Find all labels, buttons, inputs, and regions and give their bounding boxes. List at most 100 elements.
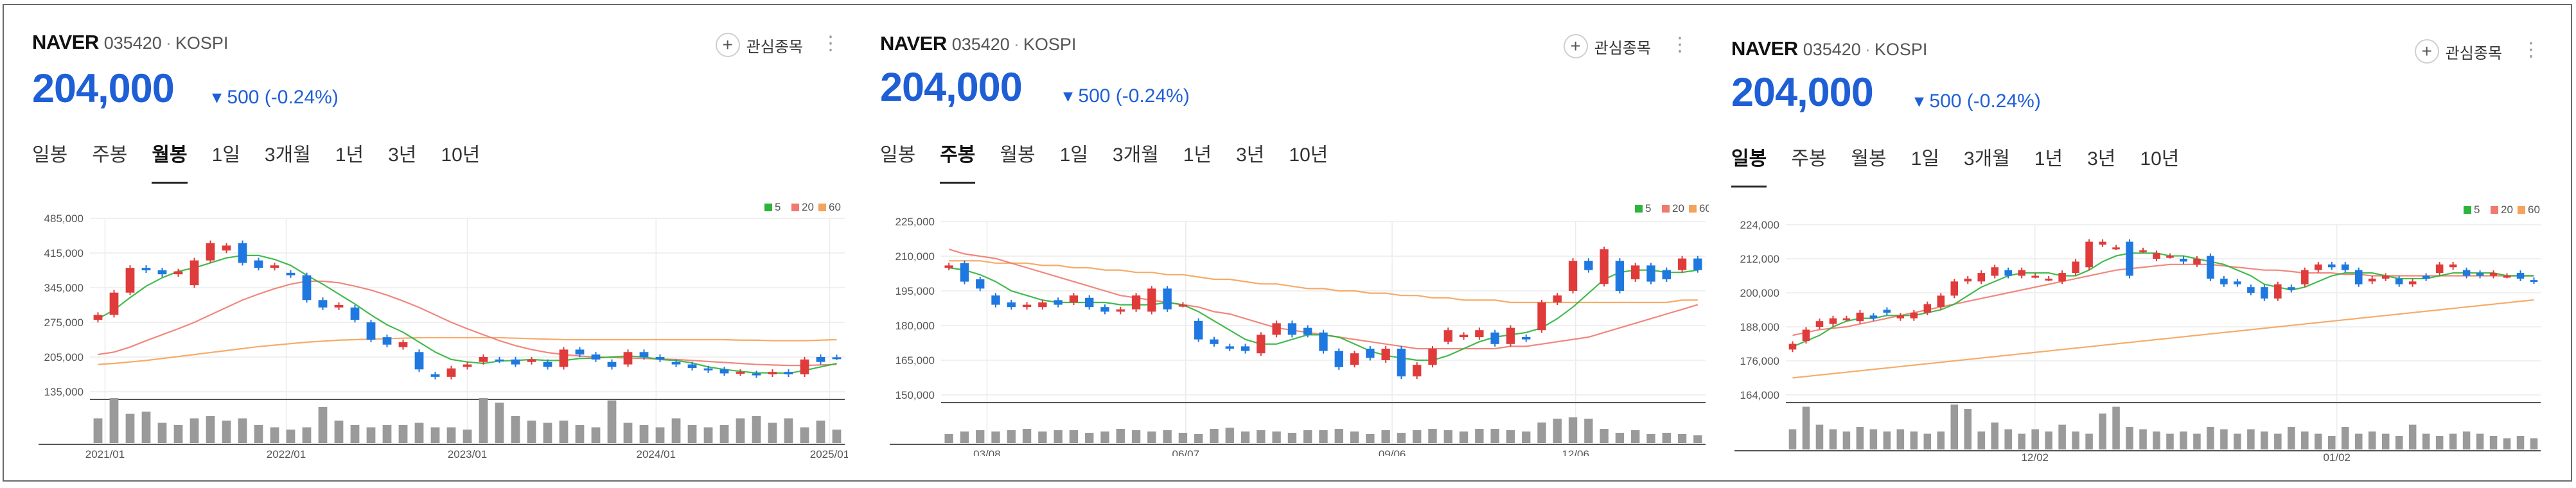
tab-daily[interactable]: 일봉 xyxy=(1731,143,1767,187)
candle-body xyxy=(527,359,536,362)
candle-body xyxy=(2207,256,2214,279)
tab-monthly[interactable]: 월봉 xyxy=(1851,148,1887,170)
watchlist-button[interactable]: + 관심종목 xyxy=(2414,37,2502,65)
candle-body xyxy=(1413,365,1422,377)
candle-body xyxy=(784,372,793,374)
volume-bar xyxy=(1802,406,1810,449)
tab-3-years[interactable]: 3년 xyxy=(1236,144,1265,166)
candle-body xyxy=(2368,278,2376,282)
legend-swatch xyxy=(2518,206,2525,214)
candle-body xyxy=(1257,335,1266,354)
candle-body xyxy=(2395,278,2403,284)
price-change: ▾ 500 (-0.24%) xyxy=(1914,90,2041,112)
more-options-icon[interactable]: ⋮ xyxy=(2521,39,2541,60)
volume-bar xyxy=(1163,430,1172,443)
tab-1-year[interactable]: 1년 xyxy=(335,144,364,166)
candle-body xyxy=(1147,288,1156,312)
tab-10-years[interactable]: 10년 xyxy=(441,144,481,166)
candle-body xyxy=(2180,259,2187,262)
volume-bar xyxy=(1506,430,1515,443)
candle-body xyxy=(1568,261,1578,291)
watchlist-button[interactable]: + 관심종목 xyxy=(715,31,803,59)
volume-bar xyxy=(334,421,344,443)
volume-bar xyxy=(2422,433,2430,449)
x-tick-label: 06/07 xyxy=(1172,448,1200,456)
y-tick-label: 188,000 xyxy=(1740,321,1779,333)
tab-1-day[interactable]: 1일 xyxy=(1910,148,1939,170)
tab-monthly[interactable]: 월봉 xyxy=(152,139,188,184)
candle-body xyxy=(1225,346,1234,349)
candle-body xyxy=(109,292,119,315)
ma60-line xyxy=(98,336,837,365)
candle-body xyxy=(1443,330,1452,342)
more-options-icon[interactable]: ⋮ xyxy=(1670,34,1689,55)
volume-bar xyxy=(591,427,601,443)
candle-body xyxy=(655,357,665,360)
candle-body xyxy=(2072,261,2079,274)
volume-bar xyxy=(1856,427,1864,449)
volume-bar xyxy=(991,431,1000,443)
tab-1-year[interactable]: 1년 xyxy=(2034,148,2063,170)
legend-swatch xyxy=(1635,205,1643,213)
volume-bar xyxy=(93,418,103,443)
tab-3-months[interactable]: 3개월 xyxy=(264,144,311,166)
tab-weekly[interactable]: 주봉 xyxy=(1791,148,1827,170)
candle-body xyxy=(2247,287,2255,293)
candle-body xyxy=(2274,284,2282,299)
tab-10-years[interactable]: 10년 xyxy=(1289,144,1328,166)
tab-10-years[interactable]: 10년 xyxy=(2140,148,2180,170)
tab-1-year[interactable]: 1년 xyxy=(1183,144,1212,166)
volume-bar xyxy=(2435,436,2444,449)
volume-bar xyxy=(2112,406,2120,449)
y-tick-label: 176,000 xyxy=(1740,355,1779,367)
watchlist-button[interactable]: + 관심종목 xyxy=(1563,32,1651,60)
candle-body xyxy=(2354,270,2363,284)
change-value: 500 (-0.24%) xyxy=(227,87,339,108)
volume-bar xyxy=(1662,433,1671,443)
candle-body xyxy=(1085,297,1094,308)
volume-bar xyxy=(479,398,488,443)
volume-bar xyxy=(639,425,649,443)
volume-bar xyxy=(2368,431,2376,449)
candle-body xyxy=(2220,278,2228,284)
tab-monthly[interactable]: 월봉 xyxy=(1000,144,1036,166)
volume-bar xyxy=(366,427,376,443)
candle-body xyxy=(2193,259,2201,265)
tab-3-years[interactable]: 3년 xyxy=(2087,148,2116,170)
candlestick-chart: 485,000 415,000 345,000 275,000 205,000 135,0… xyxy=(39,201,848,460)
volume-bar xyxy=(125,414,135,443)
candle-body xyxy=(960,263,969,282)
tab-weekly[interactable]: 주봉 xyxy=(940,139,976,184)
candle-body xyxy=(2301,270,2309,284)
candle-body xyxy=(736,372,745,374)
tab-daily[interactable]: 일봉 xyxy=(32,144,68,166)
y-tick-label: 150,000 xyxy=(895,389,935,401)
volume-bar xyxy=(2462,431,2471,449)
volume-bar xyxy=(960,431,969,443)
tab-3-months[interactable]: 3개월 xyxy=(1963,148,2010,170)
volume-bar xyxy=(463,430,472,443)
volume-bar xyxy=(1883,431,1891,449)
volume-bar xyxy=(286,430,296,443)
more-options-icon[interactable]: ⋮ xyxy=(821,33,840,54)
volume-bar xyxy=(1459,431,1469,443)
volume-bar xyxy=(495,403,504,443)
tab-3-months[interactable]: 3개월 xyxy=(1112,144,1159,166)
volume-bar xyxy=(446,427,456,443)
tab-weekly[interactable]: 주봉 xyxy=(92,144,128,166)
candle-body xyxy=(2004,270,2012,276)
volume-bar xyxy=(2193,433,2201,449)
candle-body xyxy=(1240,346,1250,351)
candle-body xyxy=(1334,351,1343,367)
tab-3-years[interactable]: 3년 xyxy=(388,144,417,166)
legend-swatch xyxy=(2491,206,2498,214)
x-tick-label: 2021/01 xyxy=(85,448,125,460)
tab-daily[interactable]: 일봉 xyxy=(880,144,916,166)
volume-bar xyxy=(1428,429,1437,443)
y-tick-label: 275,000 xyxy=(44,317,84,329)
volume-bar xyxy=(719,425,729,443)
tab-1-day[interactable]: 1일 xyxy=(211,144,240,166)
volume-bar xyxy=(1054,430,1063,443)
legend-label: 60 xyxy=(1699,202,1709,214)
tab-1-day[interactable]: 1일 xyxy=(1059,144,1088,166)
